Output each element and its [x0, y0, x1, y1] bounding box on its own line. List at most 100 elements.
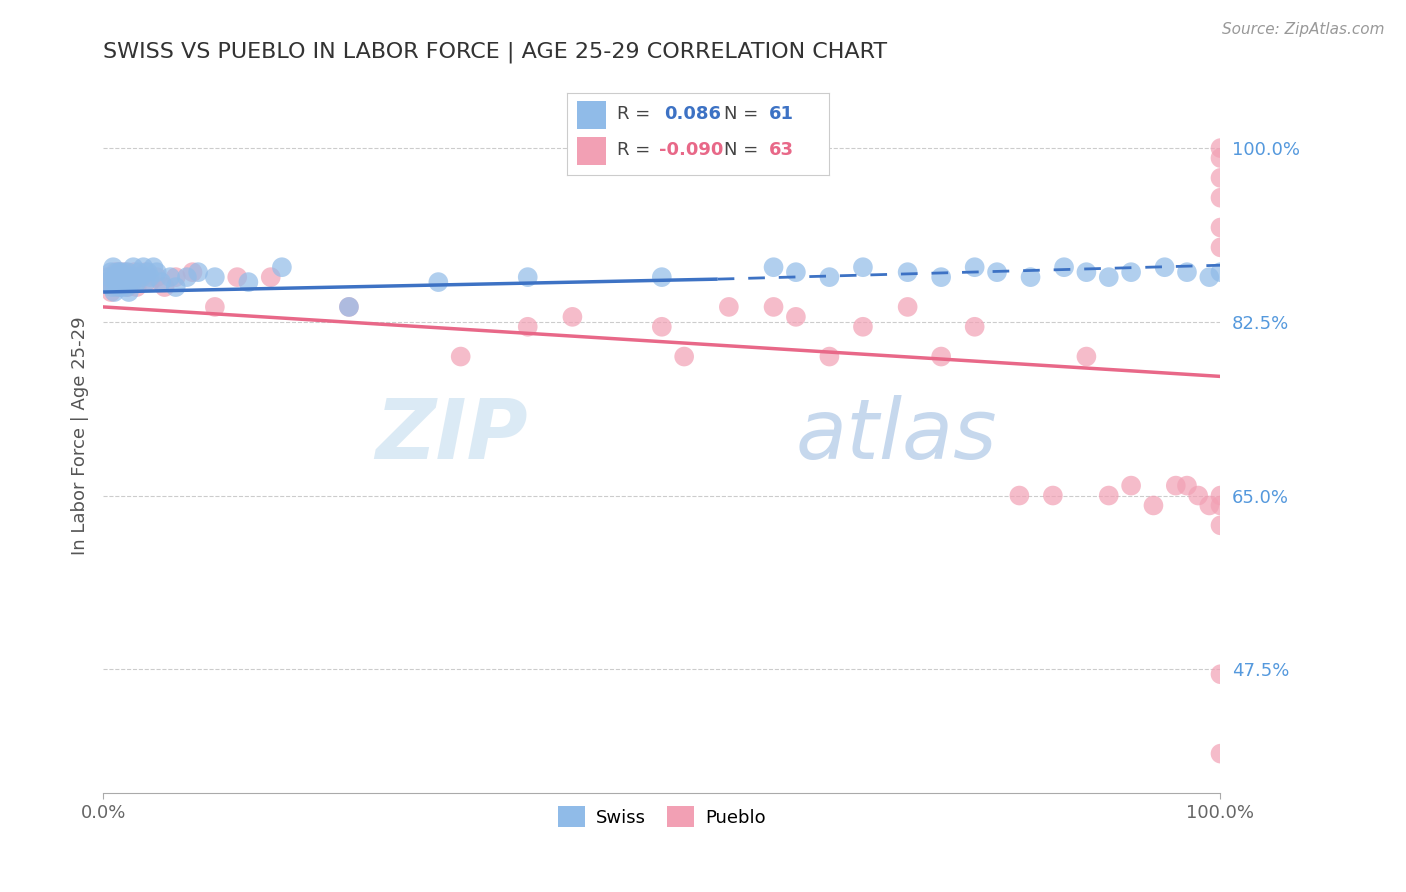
Point — [112, 265, 135, 279]
Point — [1053, 260, 1076, 275]
Point — [1209, 489, 1232, 503]
Point — [1119, 265, 1142, 279]
Point — [108, 265, 131, 279]
Point — [1209, 667, 1232, 681]
Point — [963, 319, 986, 334]
Point — [1119, 478, 1142, 492]
Point — [1175, 478, 1198, 492]
Point — [103, 285, 125, 299]
Point — [1209, 141, 1232, 155]
Point — [96, 270, 118, 285]
Point — [1187, 489, 1209, 503]
Point — [115, 280, 138, 294]
Point — [986, 265, 1008, 279]
Point — [516, 270, 538, 285]
Point — [132, 260, 155, 275]
Point — [114, 265, 136, 279]
Point — [136, 265, 159, 279]
Point — [121, 275, 143, 289]
Point — [101, 280, 124, 294]
Y-axis label: In Labor Force | Age 25-29: In Labor Force | Age 25-29 — [72, 317, 89, 556]
Point — [929, 350, 952, 364]
Point — [1076, 350, 1098, 364]
Point — [139, 275, 162, 289]
Point — [238, 275, 260, 289]
Point — [110, 270, 132, 285]
Point — [1209, 518, 1232, 533]
Point — [145, 270, 167, 285]
Point — [118, 285, 141, 299]
Point — [1142, 499, 1164, 513]
Point — [1209, 499, 1232, 513]
Point — [103, 275, 125, 289]
Point — [673, 350, 696, 364]
Point — [651, 270, 673, 285]
Point — [120, 270, 142, 285]
Point — [128, 270, 150, 285]
Point — [117, 265, 139, 279]
Point — [100, 265, 122, 279]
Point — [96, 275, 118, 289]
Point — [117, 280, 139, 294]
Point — [897, 265, 920, 279]
Point — [963, 260, 986, 275]
Point — [337, 300, 360, 314]
Point — [1098, 489, 1121, 503]
Point — [176, 270, 198, 285]
Point — [1019, 270, 1042, 285]
Point — [785, 265, 807, 279]
Point — [159, 270, 181, 285]
Point — [153, 280, 176, 294]
Point — [105, 280, 128, 294]
Point — [818, 270, 841, 285]
Point — [104, 265, 127, 279]
Point — [762, 300, 785, 314]
Point — [107, 280, 129, 294]
Point — [1076, 265, 1098, 279]
Point — [98, 270, 121, 285]
Point — [1209, 191, 1232, 205]
Point — [103, 270, 125, 285]
Point — [131, 270, 153, 285]
Point — [852, 319, 875, 334]
Point — [260, 270, 283, 285]
Point — [107, 265, 129, 279]
Point — [124, 265, 146, 279]
Point — [516, 319, 538, 334]
Point — [897, 300, 920, 314]
Point — [124, 270, 146, 285]
Point — [103, 260, 125, 275]
Point — [1098, 270, 1121, 285]
Point — [112, 275, 135, 289]
Point — [226, 270, 249, 285]
Point — [122, 260, 145, 275]
Point — [125, 280, 148, 294]
Point — [450, 350, 472, 364]
Text: ZIP: ZIP — [375, 395, 527, 476]
Point — [125, 275, 148, 289]
Point — [187, 265, 209, 279]
Point — [1198, 499, 1220, 513]
Point — [135, 275, 157, 289]
Point — [108, 265, 131, 279]
Legend: Swiss, Pueblo: Swiss, Pueblo — [551, 799, 773, 834]
Point — [129, 270, 152, 285]
Point — [1042, 489, 1064, 503]
Point — [145, 265, 167, 279]
Point — [165, 280, 187, 294]
Point — [271, 260, 294, 275]
Point — [1209, 220, 1232, 235]
Point — [1164, 478, 1187, 492]
Point — [114, 270, 136, 285]
Point — [105, 275, 128, 289]
Text: Source: ZipAtlas.com: Source: ZipAtlas.com — [1222, 22, 1385, 37]
Point — [204, 300, 226, 314]
Point — [150, 275, 173, 289]
Point — [121, 275, 143, 289]
Point — [929, 270, 952, 285]
Point — [762, 260, 785, 275]
Point — [100, 285, 122, 299]
Point — [651, 319, 673, 334]
Point — [204, 270, 226, 285]
Point — [1209, 170, 1232, 185]
